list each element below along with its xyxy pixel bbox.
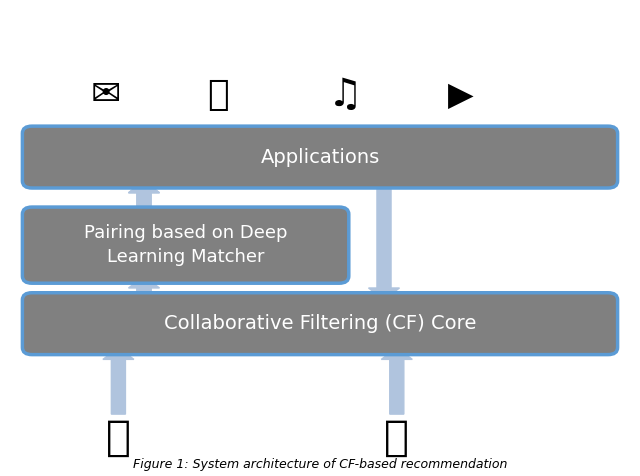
FancyBboxPatch shape bbox=[22, 126, 618, 188]
Text: 📄: 📄 bbox=[106, 417, 131, 459]
FancyArrow shape bbox=[103, 347, 134, 414]
Text: ▶: ▶ bbox=[448, 79, 474, 112]
FancyArrow shape bbox=[369, 181, 399, 300]
Text: ♫: ♫ bbox=[328, 76, 363, 114]
FancyArrow shape bbox=[129, 181, 159, 214]
Text: 👥: 👥 bbox=[384, 417, 410, 459]
Text: Pairing based on Deep
Learning Matcher: Pairing based on Deep Learning Matcher bbox=[84, 224, 287, 266]
Text: 🛒: 🛒 bbox=[207, 78, 228, 112]
FancyArrow shape bbox=[129, 276, 159, 300]
Text: ✉: ✉ bbox=[90, 78, 121, 112]
FancyBboxPatch shape bbox=[22, 207, 349, 283]
Text: Figure 1: System architecture of CF-based recommendation: Figure 1: System architecture of CF-base… bbox=[133, 458, 507, 471]
Text: Applications: Applications bbox=[260, 148, 380, 167]
FancyArrow shape bbox=[129, 181, 159, 300]
FancyArrow shape bbox=[381, 347, 412, 414]
Text: Collaborative Filtering (CF) Core: Collaborative Filtering (CF) Core bbox=[164, 314, 476, 333]
FancyBboxPatch shape bbox=[22, 293, 618, 355]
